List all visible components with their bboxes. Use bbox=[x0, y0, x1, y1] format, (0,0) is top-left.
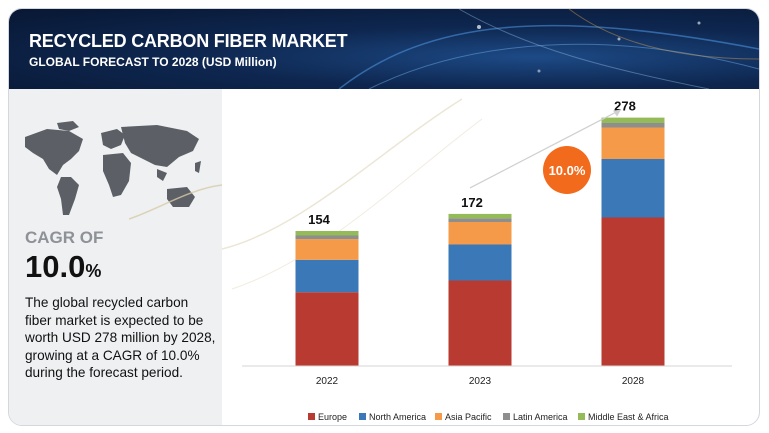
legend-label: Europe bbox=[318, 412, 347, 422]
summary-panel: CAGR OF 10.0% The global recycled carbon… bbox=[9, 89, 222, 425]
page-subtitle: GLOBAL FORECAST TO 2028 (USD Million) bbox=[29, 55, 277, 69]
bar-segment bbox=[601, 217, 665, 366]
bar-segment bbox=[448, 280, 512, 366]
legend-swatch bbox=[503, 413, 510, 420]
total-label: 172 bbox=[461, 195, 483, 210]
bar-segment bbox=[601, 117, 665, 123]
bar-segment bbox=[601, 127, 665, 159]
header-banner: RECYCLED CARBON FIBER MARKET GLOBAL FORE… bbox=[9, 9, 759, 89]
decorative-swoosh bbox=[129, 184, 222, 220]
decorative-curve bbox=[231, 118, 483, 290]
x-tick-label: 2028 bbox=[622, 376, 645, 387]
infographic-card: RECYCLED CARBON FIBER MARKET GLOBAL FORE… bbox=[8, 8, 760, 426]
legend-swatch bbox=[578, 413, 585, 420]
growth-arrow bbox=[469, 109, 622, 189]
world-map-icon bbox=[25, 121, 201, 215]
cagr-label: CAGR OF bbox=[25, 228, 104, 247]
legend-label: Middle East & Africa bbox=[588, 412, 669, 422]
cagr-badge bbox=[543, 146, 591, 194]
cagr-unit: % bbox=[85, 261, 102, 281]
bar-segment bbox=[295, 259, 359, 293]
bar-segment bbox=[601, 123, 665, 128]
bar-segment bbox=[448, 222, 512, 245]
bar-segment bbox=[295, 231, 359, 236]
legend-swatch bbox=[435, 413, 442, 420]
total-label: 154 bbox=[308, 212, 330, 227]
page-title: RECYCLED CARBON FIBER MARKET bbox=[29, 31, 348, 51]
decorative-curve bbox=[222, 98, 463, 250]
bar-segment bbox=[448, 244, 512, 281]
bar-segment bbox=[295, 239, 359, 260]
cagr-value: 10.0% bbox=[25, 249, 101, 285]
bar-segment bbox=[448, 218, 512, 222]
bar-segment bbox=[601, 159, 665, 218]
cagr-number: 10.0 bbox=[25, 249, 86, 284]
banner-decoration bbox=[338, 9, 759, 89]
legend-swatch bbox=[359, 413, 366, 420]
legend-label: Latin America bbox=[513, 412, 568, 422]
x-tick-label: 2022 bbox=[316, 376, 339, 387]
bar-segment bbox=[448, 213, 512, 219]
market-description: The global recycled carbon fiber market … bbox=[25, 295, 216, 381]
cagr-badge-label: 10.0% bbox=[549, 163, 586, 178]
legend-swatch bbox=[308, 413, 315, 420]
bar-segment bbox=[295, 292, 359, 366]
legend-label: Asia Pacific bbox=[445, 412, 492, 422]
bar-segment bbox=[295, 235, 359, 240]
legend-label: North America bbox=[369, 412, 426, 422]
arrow-head bbox=[613, 109, 621, 117]
x-tick-label: 2023 bbox=[469, 376, 492, 387]
